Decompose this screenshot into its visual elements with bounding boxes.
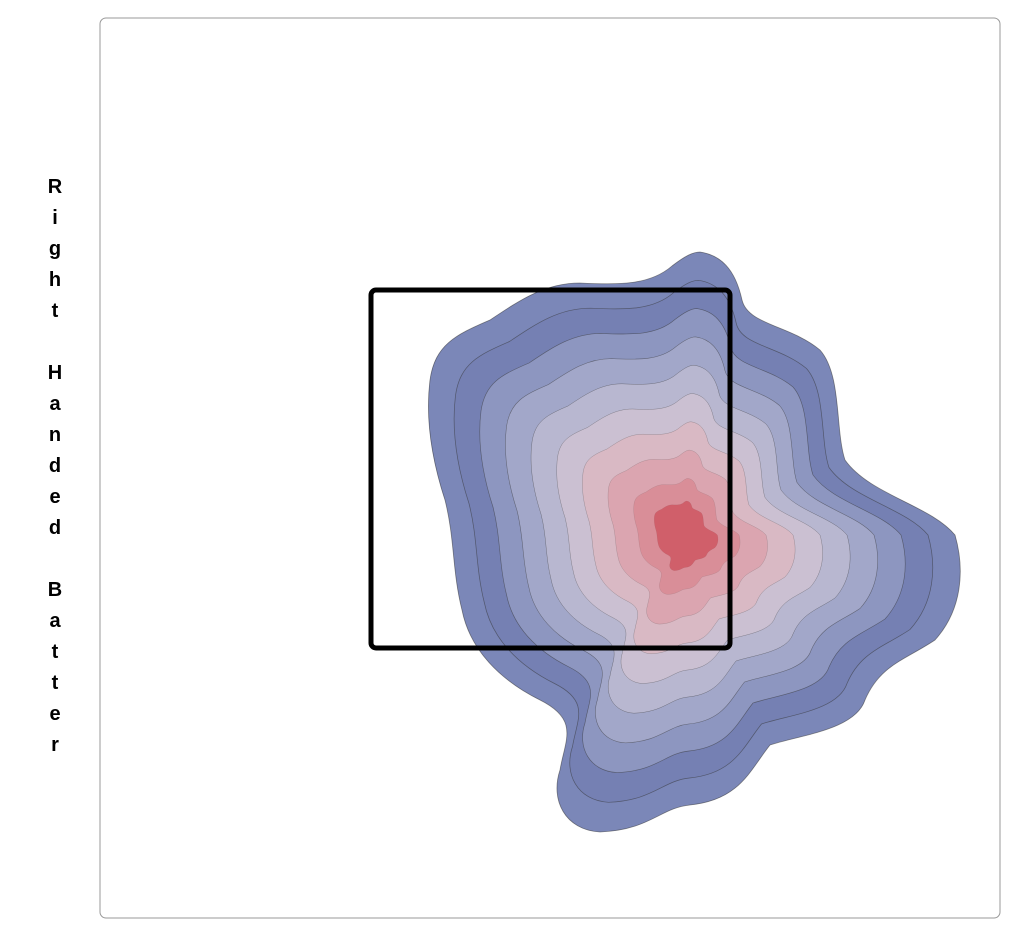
strike-zone [368, 287, 733, 651]
y-axis-label: Right Handed Batter [44, 176, 66, 765]
